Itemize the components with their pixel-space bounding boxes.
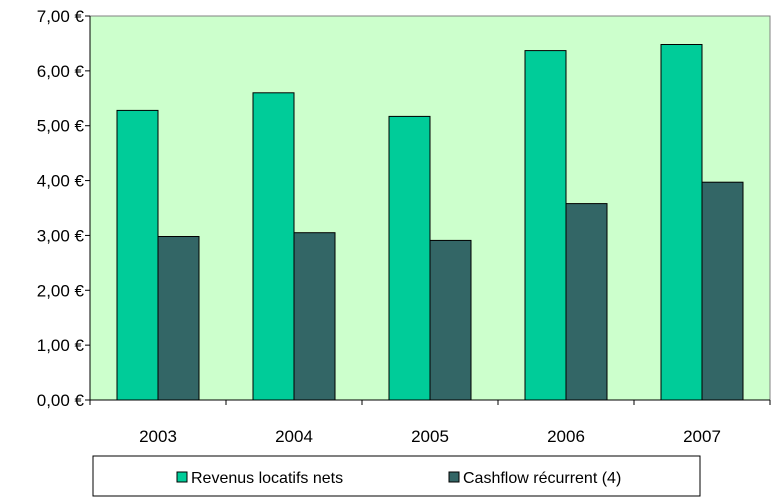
y-tick-label: 1,00 € — [37, 336, 85, 355]
tick-labels-group: 0,00 € 1,00 € 2,00 € 3,00 € 4,00 € 5,00 € 6,00… — [37, 7, 721, 446]
x-tick-label: 2006 — [547, 427, 585, 446]
bar-cashflow-2006 — [565, 203, 608, 401]
bar-revenus-2005 — [388, 115, 431, 401]
bar-revenus-2006 — [524, 50, 567, 401]
bar-revenus-2004 — [252, 92, 295, 401]
bars-group — [116, 44, 744, 401]
legend-swatch-revenus — [176, 471, 188, 483]
y-tick-label: 3,00 € — [37, 226, 85, 245]
x-tick-label: 2007 — [683, 427, 721, 446]
bar-cashflow-2007 — [701, 181, 744, 401]
bar-cashflow-2003 — [157, 236, 200, 401]
bar-revenus-2007 — [660, 44, 703, 401]
bar-revenus-2003 — [116, 109, 159, 401]
y-tick-label: 4,00 € — [37, 172, 85, 191]
x-tick-label: 2003 — [139, 427, 177, 446]
legend-swatch-cashflow — [448, 471, 460, 483]
legend-box — [92, 455, 701, 497]
legend-label-cashflow: Cashflow récurrent (4) — [463, 470, 621, 487]
y-tick-label: 0,00 € — [37, 391, 85, 410]
legend: Revenus locatifs nets Cashflow récurrent… — [92, 455, 701, 497]
bar-cashflow-2004 — [293, 232, 336, 401]
bar-cashflow-2005 — [429, 239, 472, 401]
legend-label-revenus: Revenus locatifs nets — [191, 470, 343, 487]
y-tick-label: 5,00 € — [37, 117, 85, 136]
x-tick-label: 2005 — [411, 427, 449, 446]
y-tick-label: 2,00 € — [37, 281, 85, 300]
axes-group — [85, 15, 771, 405]
y-tick-label: 6,00 € — [37, 62, 85, 81]
x-tick-label: 2004 — [275, 427, 313, 446]
y-tick-label: 7,00 € — [37, 7, 85, 26]
